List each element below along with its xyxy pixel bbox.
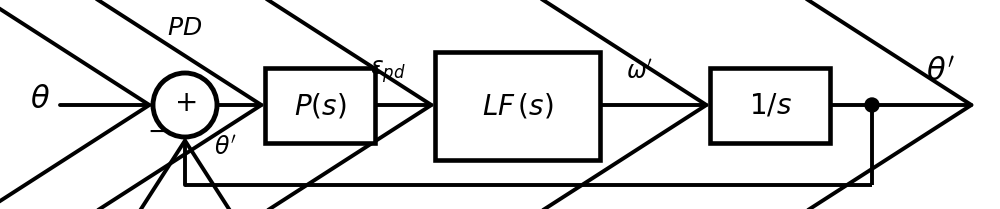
Text: $1/s$: $1/s$	[749, 92, 791, 120]
Text: $\theta^{\prime}$: $\theta^{\prime}$	[214, 136, 236, 160]
Bar	[435, 52, 600, 160]
Bar	[265, 68, 375, 143]
Text: $+$: $+$	[174, 89, 196, 117]
Bar	[710, 68, 830, 143]
Text: $\omega^{\prime}$: $\omega^{\prime}$	[626, 60, 654, 84]
Text: $P(s)$: $P(s)$	[294, 91, 346, 120]
Circle shape	[865, 98, 879, 112]
Text: $PD$: $PD$	[167, 16, 203, 40]
Text: $\theta^{\prime}$: $\theta^{\prime}$	[926, 57, 954, 87]
Text: $\theta$: $\theta$	[30, 85, 50, 115]
Text: $-$: $-$	[147, 119, 167, 143]
Text: $LF\,(s)$: $LF\,(s)$	[482, 92, 553, 121]
Text: $\varepsilon_{pd}$: $\varepsilon_{pd}$	[370, 59, 406, 85]
